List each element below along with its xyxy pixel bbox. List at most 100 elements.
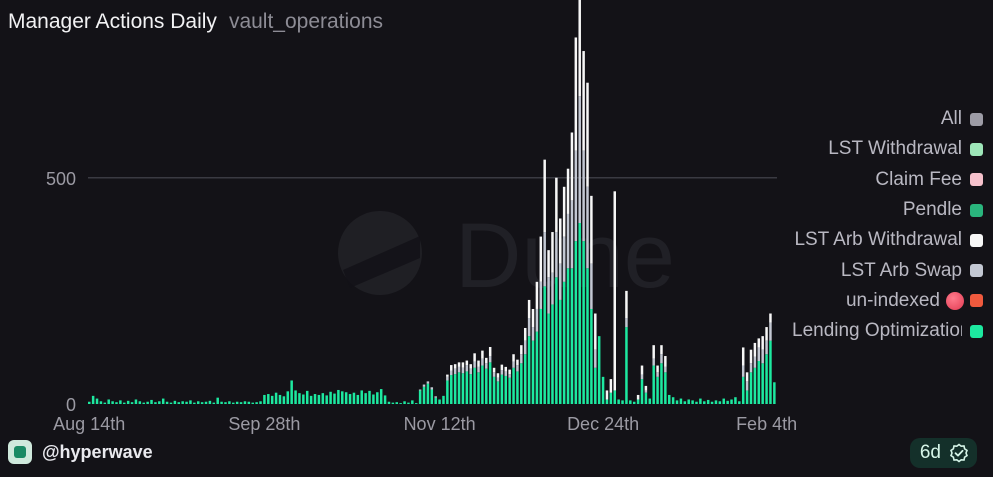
bar-lending — [391, 402, 395, 404]
bar-lending — [718, 401, 722, 404]
bar-lending — [648, 398, 652, 404]
bar-lending — [481, 365, 484, 404]
bar-lst_arb_swap — [508, 374, 511, 378]
bar-lending — [228, 401, 231, 404]
bar-lending — [91, 395, 95, 404]
bar-lending — [629, 400, 632, 404]
legend-item-all[interactable]: All — [783, 104, 993, 134]
bar-lst_arb_withdrawal — [551, 232, 554, 273]
bar-lst_arb_withdrawal — [473, 353, 476, 362]
bar-lending — [734, 397, 737, 404]
bar-lending — [465, 371, 469, 404]
legend-item-lst_arb_withdrawal[interactable]: LST Arb Withdrawal — [783, 225, 993, 255]
x-tick-label: Nov 12th — [404, 414, 476, 434]
bar-lst_arb_withdrawal — [446, 374, 449, 377]
bar-lending — [115, 402, 118, 404]
bar-lending — [574, 241, 578, 404]
legend-item-claim_fee[interactable]: Claim Fee — [783, 165, 993, 195]
bar-lending — [590, 308, 593, 405]
bar-lending — [309, 395, 313, 404]
bar-lending — [337, 389, 340, 404]
bar-lending — [664, 372, 667, 404]
brand[interactable]: @hyperwave — [8, 440, 153, 464]
bar-lst_arb_withdrawal — [570, 132, 574, 201]
bar-lst_arb_withdrawal — [523, 327, 527, 341]
bar-lending — [551, 304, 554, 404]
bar-lst_arb_swap — [430, 387, 434, 390]
bar-lst_arb_withdrawal — [500, 364, 504, 371]
bar-lst_arb_withdrawal — [555, 177, 558, 233]
bar-lending — [278, 394, 282, 404]
legend-swatch-secondary — [970, 294, 983, 308]
bar-lst_arb_swap — [457, 366, 461, 373]
bar-lending — [738, 401, 741, 404]
bar-lst_arb_swap — [535, 308, 539, 332]
bar-lst_arb_withdrawal — [485, 357, 488, 364]
bar-lst_arb_swap — [488, 356, 492, 363]
bar-lst_arb_withdrawal — [582, 51, 585, 151]
bar-lending — [644, 392, 648, 404]
bar-lst_arb_swap — [418, 389, 422, 391]
bar-lending — [710, 401, 714, 404]
bar-lst_arb_swap — [496, 377, 500, 382]
bar-lending — [535, 331, 539, 404]
bar-lst_arb_swap — [749, 363, 753, 373]
bar-lst_arb_withdrawal — [520, 345, 523, 355]
bar-lst_arb_swap — [625, 318, 628, 328]
bar-lending — [520, 363, 523, 404]
bar-lending — [305, 390, 309, 404]
bar-lending — [531, 340, 535, 404]
bar-lst_arb_swap — [531, 327, 535, 341]
bar-lending — [442, 395, 445, 404]
legend-item-lst_arb_swap[interactable]: LST Arb Swap — [783, 255, 993, 285]
bar-lending — [761, 363, 764, 404]
bar-lst_arb_swap — [547, 277, 550, 314]
bar-lst_arb_swap — [512, 361, 515, 368]
bar-lending — [200, 402, 204, 404]
bar-lst_arb_withdrawal — [594, 313, 597, 350]
bar-lending — [559, 299, 562, 405]
bar-lending — [504, 375, 507, 404]
verified-check-icon — [950, 443, 968, 463]
bar-lst_arb_swap — [485, 363, 488, 369]
legend-item-pendle[interactable]: Pendle — [783, 195, 993, 225]
y-tick-label: 500 — [46, 169, 76, 189]
bar-lst_arb_swap — [434, 396, 437, 398]
bar-lst_arb_swap — [481, 358, 484, 366]
bar-lending — [119, 400, 122, 404]
bar-lst_arb_swap — [473, 361, 476, 368]
bar-lending — [601, 376, 605, 404]
bar-lst_arb_swap — [745, 381, 749, 391]
bar-lst_arb_withdrawal — [757, 338, 761, 348]
bar-lending — [379, 389, 383, 404]
legend-item-lending[interactable]: Lending Optimization — [783, 316, 993, 346]
bar-lst_arb_withdrawal — [664, 356, 667, 367]
bar-lending — [675, 400, 679, 404]
bar-lending — [181, 401, 184, 404]
bar-lst_arb_swap — [765, 340, 768, 355]
bar-lending — [220, 401, 223, 404]
brand-logo-icon — [8, 440, 32, 464]
bar-lending — [134, 399, 138, 405]
bar-lending — [158, 401, 161, 404]
refresh-badge[interactable]: 6d — [909, 438, 977, 468]
bar-lst_arb_swap — [753, 356, 757, 368]
legend-item-lst_withdrawal[interactable]: LST Withdrawal — [783, 134, 993, 164]
watermark-logo-slash — [343, 236, 420, 288]
bar-lending — [376, 392, 379, 405]
bar-lending — [107, 399, 110, 405]
bar-lending — [126, 400, 130, 404]
legend-swatch — [970, 264, 983, 278]
bar-lst_arb_swap — [551, 272, 554, 305]
bar-lending — [352, 392, 356, 404]
bar-lst_arb_withdrawal — [656, 365, 659, 373]
bar-lst_arb_swap — [644, 390, 648, 393]
legend-label: All — [940, 108, 962, 130]
bar-lst_arb_withdrawal — [769, 313, 772, 323]
legend-swatch — [970, 112, 983, 126]
bar-lending — [422, 386, 426, 405]
bar-lending — [621, 400, 624, 404]
x-axis: Aug 14th Sep 28th Nov 12th Dec 24th Feb 4th — [53, 414, 797, 434]
bar-lending — [150, 399, 153, 404]
legend-item-unindexed[interactable]: un-indexed — [783, 286, 993, 316]
